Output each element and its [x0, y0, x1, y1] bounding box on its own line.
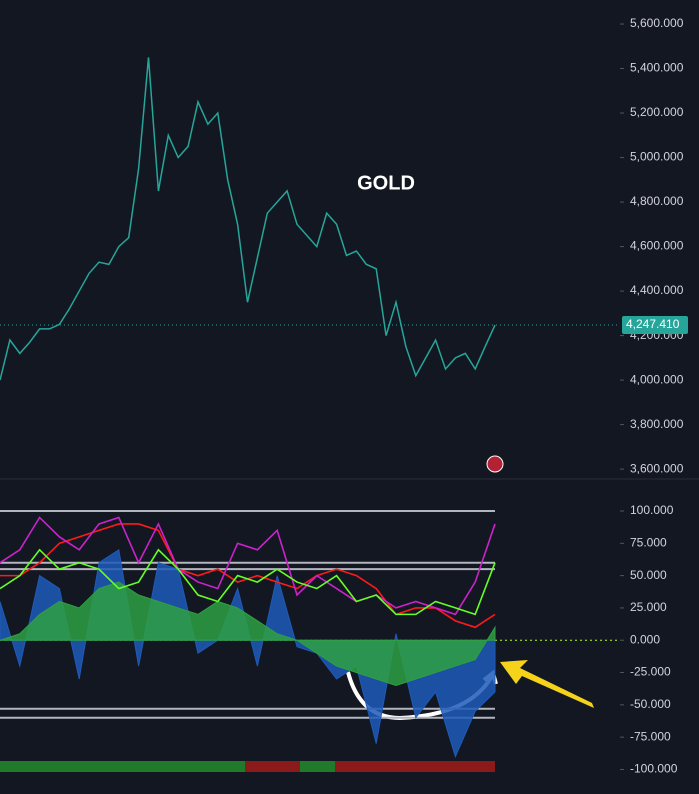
y-tick-label: 75.000: [630, 535, 667, 549]
pointer-arrow: [500, 660, 594, 708]
oscillator-area: [0, 581, 496, 686]
y-tick-label: -25.000: [630, 665, 671, 679]
y-tick-label: 3,800.000: [630, 417, 684, 431]
last-price-box: [622, 316, 688, 335]
oscillator-line: [0, 548, 496, 616]
oscillator-line: [0, 516, 496, 616]
y-tick-label: 5,200.000: [630, 105, 684, 119]
y-tick-label: -100.000: [630, 762, 678, 776]
price-line: [0, 57, 496, 381]
y-tick-label: 5,600.000: [630, 16, 684, 30]
y-tick-label: 50.000: [630, 568, 667, 582]
chart-title: GOLD: [357, 172, 415, 194]
y-tick-label: 4,400.000: [630, 283, 684, 297]
y-tick-label: -75.000: [630, 729, 671, 743]
last-price-label: 4,247.410: [626, 317, 680, 331]
event-flag[interactable]: [486, 455, 504, 473]
y-tick-label: -50.000: [630, 697, 671, 711]
y-tick-label: 4,600.000: [630, 239, 684, 253]
y-tick-label: 25.000: [630, 600, 667, 614]
status-bar: [0, 761, 495, 772]
y-tick-label: 100.000: [630, 503, 674, 517]
y-tick-label: 3,600.000: [630, 461, 684, 475]
y-tick-label: 4,800.000: [630, 194, 684, 208]
y-tick-label: 5,400.000: [630, 61, 684, 75]
y-tick-label: 0.000: [630, 632, 660, 646]
y-tick-label: 4,000.000: [630, 372, 684, 386]
y-tick-label: 5,000.000: [630, 150, 684, 164]
